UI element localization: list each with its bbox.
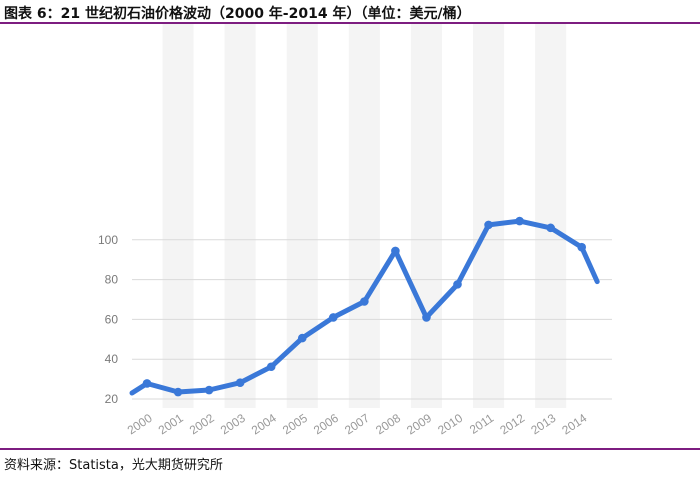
x-tick-label-2006: 2006 — [311, 411, 341, 438]
data-points — [142, 216, 586, 397]
x-tick-label-2004: 2004 — [249, 411, 279, 438]
data-point-2013 — [546, 223, 555, 233]
x-tick-label-2002: 2002 — [187, 411, 217, 438]
data-point-2014 — [577, 242, 586, 252]
x-tick-label-2012: 2012 — [497, 411, 527, 438]
y-tick-label-20: 20 — [105, 392, 119, 406]
y-gridlines — [132, 239, 612, 400]
x-tick-label-2009: 2009 — [404, 411, 434, 438]
x-tick-label-2000: 2000 — [125, 411, 155, 438]
x-tick-label-2013: 2013 — [528, 411, 558, 438]
year-bands — [162, 24, 567, 408]
data-point-2012 — [515, 216, 524, 226]
x-tick-label-2014: 2014 — [559, 411, 589, 438]
y-tick-label-60: 60 — [105, 312, 119, 326]
figure-title: 图表 6：21 世纪初石油价格波动（2000 年-2014 年）（单位：美元/桶… — [4, 6, 471, 22]
year-band-2013 — [535, 24, 567, 408]
data-point-2003 — [235, 378, 245, 387]
year-band-2005 — [286, 24, 318, 408]
source-rule — [0, 448, 700, 450]
year-band-2003 — [224, 24, 256, 408]
x-tick-label-2003: 2003 — [218, 411, 248, 438]
data-point-2001 — [173, 387, 183, 397]
y-tick-label-40: 40 — [105, 352, 119, 366]
x-tick-label-2010: 2010 — [435, 411, 465, 438]
data-point-2002 — [204, 385, 214, 395]
data-point-2008 — [391, 246, 400, 256]
data-point-2009 — [422, 313, 431, 322]
y-tick-label-100: 100 — [98, 233, 118, 247]
y-tick-label-80: 80 — [105, 273, 119, 287]
y-axis-ticks: 20 40 60 80 100 — [98, 233, 118, 406]
year-band-2011 — [473, 24, 505, 408]
data-point-2006 — [329, 313, 338, 322]
year-band-2007 — [348, 24, 380, 408]
data-point-2010 — [453, 280, 462, 289]
data-point-2011 — [484, 220, 493, 230]
x-tick-label-2008: 2008 — [373, 411, 403, 438]
data-point-2007 — [360, 297, 369, 306]
year-band-2009 — [410, 24, 442, 408]
x-axis-ticks: 2000 2001 2002 2003 2004 2005 2006 2007 2008 2009… — [125, 411, 590, 438]
title-rule — [0, 22, 700, 24]
line-chart: 20 40 60 80 100 2000 2001 2002 2003 2004 2005 2006… — [98, 24, 612, 438]
x-tick-label-2007: 2007 — [342, 411, 372, 438]
x-tick-label-2001: 2001 — [156, 411, 186, 438]
data-point-2005 — [297, 333, 307, 343]
x-tick-label-2005: 2005 — [280, 411, 310, 438]
x-tick-label-2011: 2011 — [467, 411, 496, 437]
data-point-2000 — [142, 379, 152, 388]
source-note: 资料来源：Statista，光大期货研究所 — [4, 458, 223, 473]
data-point-2004 — [266, 362, 276, 372]
year-band-2001 — [162, 24, 194, 408]
